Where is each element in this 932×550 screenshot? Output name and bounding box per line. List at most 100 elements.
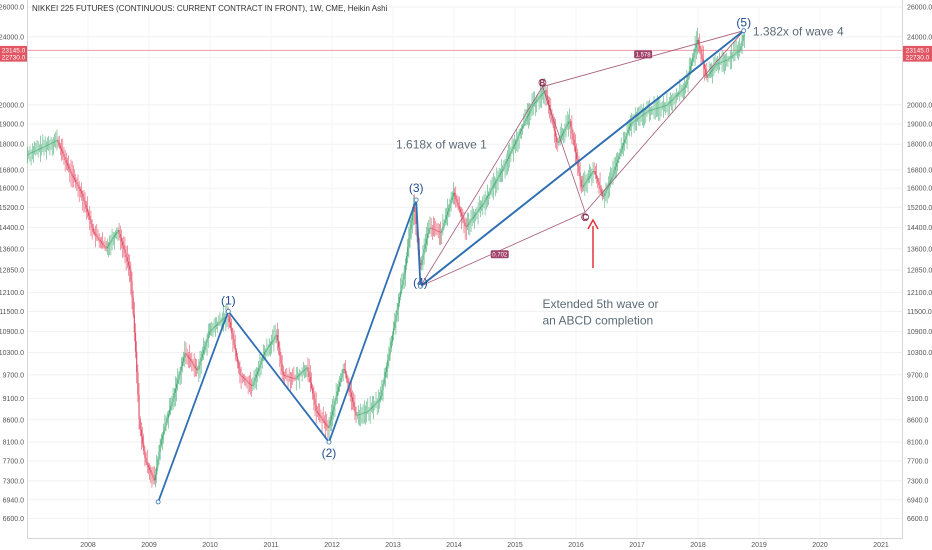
candle-body bbox=[89, 216, 91, 220]
candle-body bbox=[186, 353, 188, 356]
candle-body bbox=[227, 315, 229, 317]
candle-body bbox=[220, 320, 222, 322]
wave-label: (1) bbox=[221, 293, 236, 307]
candle-body bbox=[563, 131, 565, 134]
candle-body bbox=[137, 372, 139, 395]
candle-body bbox=[91, 223, 93, 228]
abcd-leg-ab bbox=[420, 86, 543, 287]
candle-body bbox=[682, 88, 684, 90]
candle-body bbox=[566, 124, 568, 127]
annotation-text: Extended 5th wave or bbox=[542, 297, 658, 311]
candle-body bbox=[113, 235, 116, 238]
candle-body bbox=[317, 412, 320, 415]
candle-body bbox=[457, 202, 459, 206]
candle-body bbox=[503, 166, 505, 169]
candle-body bbox=[236, 356, 239, 363]
candle-body bbox=[261, 358, 263, 362]
candle-body bbox=[118, 230, 120, 234]
candle-body bbox=[733, 54, 735, 56]
candle-body bbox=[683, 87, 686, 89]
candle-body bbox=[166, 418, 168, 423]
candle-body bbox=[273, 338, 275, 341]
candle-body bbox=[539, 95, 541, 98]
candle-body bbox=[531, 106, 533, 109]
candle-body bbox=[660, 106, 662, 108]
candle-body bbox=[276, 335, 279, 341]
candle-body bbox=[409, 229, 411, 238]
candle-body bbox=[500, 171, 503, 174]
candle-body bbox=[171, 401, 173, 406]
candle-body bbox=[601, 192, 604, 197]
candle-body bbox=[459, 209, 462, 213]
candle-body bbox=[488, 193, 490, 196]
y-tick-label-right: 16800.0 bbox=[907, 167, 932, 174]
candle-body bbox=[436, 230, 438, 232]
candle-body bbox=[629, 123, 632, 127]
abcd-channel bbox=[420, 30, 745, 287]
y-tick-label-left: 8600.0 bbox=[3, 417, 25, 424]
candle-body bbox=[75, 179, 77, 183]
ratio-badge bbox=[634, 50, 653, 59]
candle-body bbox=[673, 97, 675, 99]
candle-body bbox=[86, 208, 89, 213]
candle-body bbox=[88, 212, 90, 217]
candle-body bbox=[366, 411, 368, 413]
candle-body bbox=[450, 200, 452, 204]
candle-body bbox=[484, 200, 486, 203]
candle-body bbox=[77, 184, 79, 187]
candle-body bbox=[408, 237, 410, 247]
candle-body bbox=[506, 158, 508, 162]
candle-body bbox=[427, 233, 429, 239]
y-tick-label-right: 6940.0 bbox=[907, 497, 929, 504]
candle-body bbox=[705, 68, 707, 74]
wave-point-marker bbox=[225, 308, 231, 314]
x-tick-label: 2020 bbox=[812, 542, 828, 549]
candle-body bbox=[410, 220, 412, 230]
candle-body bbox=[156, 467, 158, 475]
candle-body bbox=[587, 177, 589, 180]
candle-body bbox=[415, 211, 417, 224]
y-tick-label-right: 13600.0 bbox=[907, 246, 932, 253]
candle-body bbox=[76, 182, 78, 185]
y-tick-label-right: 7300.0 bbox=[907, 478, 929, 485]
candle-body bbox=[344, 369, 347, 375]
candle-body bbox=[411, 212, 413, 221]
candle-body bbox=[202, 349, 205, 354]
candle-body bbox=[663, 105, 666, 107]
candle-body bbox=[131, 280, 133, 298]
candle-body bbox=[472, 216, 474, 219]
candle-body bbox=[353, 401, 355, 407]
candle-body bbox=[642, 114, 645, 116]
candle-body bbox=[432, 228, 435, 230]
candle-body bbox=[73, 177, 76, 180]
candle-body bbox=[602, 195, 605, 197]
candle-body bbox=[639, 116, 641, 118]
y-tick-label-right: 14400.0 bbox=[907, 225, 932, 232]
candle-body bbox=[329, 420, 331, 426]
candle-body bbox=[286, 375, 288, 377]
candle-body bbox=[483, 202, 485, 204]
candle-body bbox=[190, 359, 192, 361]
candle-body bbox=[468, 223, 470, 225]
candle-body bbox=[31, 151, 33, 153]
candle-body bbox=[170, 405, 172, 410]
x-tick-label: 2016 bbox=[568, 542, 584, 549]
candle-body bbox=[370, 407, 372, 409]
candle-body bbox=[282, 371, 284, 376]
candle-body bbox=[241, 375, 243, 378]
candle-body bbox=[727, 59, 729, 61]
candle-body bbox=[215, 324, 218, 326]
candle-body bbox=[48, 144, 50, 146]
candle-body bbox=[685, 84, 687, 88]
candle-body bbox=[175, 383, 178, 389]
candle-body bbox=[448, 207, 450, 212]
candle-body bbox=[172, 397, 174, 402]
candle-body bbox=[524, 121, 526, 124]
candle-body bbox=[598, 181, 600, 186]
candle-body bbox=[49, 143, 51, 145]
candle-body bbox=[96, 235, 98, 237]
candle-body bbox=[334, 400, 336, 406]
candle-body bbox=[35, 150, 37, 152]
candle-body bbox=[655, 108, 657, 109]
wave-markers: (1) (2) (3) (4) (5) B C 1.578 0.702 bbox=[155, 16, 751, 505]
